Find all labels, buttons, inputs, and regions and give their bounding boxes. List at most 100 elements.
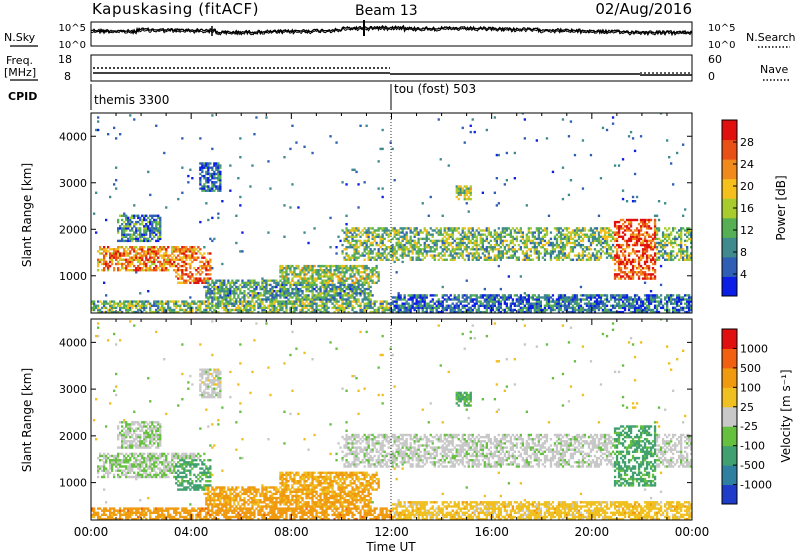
power-cell	[297, 267, 300, 270]
power-cell	[415, 241, 418, 245]
power-cell	[225, 304, 228, 307]
power-cell	[101, 269, 104, 272]
power-cell	[561, 166, 565, 169]
power-cell	[297, 279, 300, 282]
power-cell	[595, 250, 599, 253]
power-cell	[543, 235, 547, 238]
power-cell	[263, 292, 266, 295]
power-cell	[205, 292, 208, 295]
power-cell	[307, 271, 310, 274]
power-cell	[293, 283, 296, 287]
power-cell	[437, 306, 440, 310]
power-cell	[289, 296, 292, 299]
power-cell	[403, 252, 406, 255]
power-cell	[261, 302, 264, 305]
power-cell	[339, 283, 342, 287]
power-cell	[631, 298, 635, 301]
power-cell	[649, 260, 653, 264]
power-cell	[599, 302, 603, 305]
power-cell	[169, 310, 172, 313]
power-cell	[273, 308, 276, 312]
power-cell	[381, 128, 384, 132]
power-cell	[427, 250, 430, 253]
power-cell	[503, 248, 506, 251]
power-cell	[531, 298, 534, 301]
power-cell	[457, 304, 460, 307]
power-cell	[353, 256, 356, 259]
power-cell	[443, 246, 446, 249]
power-cell	[173, 304, 176, 307]
power-cell	[181, 166, 184, 169]
power-cell	[107, 262, 110, 266]
power-cell	[391, 300, 394, 303]
power-cell	[301, 302, 304, 305]
power-cell	[369, 298, 372, 301]
power-cell	[489, 298, 492, 301]
power-cell	[537, 304, 540, 307]
power-cell	[209, 162, 212, 165]
power-cell	[569, 246, 573, 249]
power-cell	[223, 304, 226, 307]
power-cell	[241, 279, 244, 282]
power-cell	[501, 256, 504, 259]
power-cell	[339, 306, 342, 310]
power-cell	[631, 302, 635, 305]
power-cell	[605, 304, 609, 307]
power-cell	[215, 292, 218, 295]
power-cell	[159, 269, 162, 272]
power-cell	[643, 306, 647, 310]
power-cell	[455, 248, 458, 251]
power-cell	[219, 174, 222, 178]
power-cell	[183, 281, 186, 284]
power-cell	[581, 294, 585, 297]
power-cell	[465, 193, 468, 197]
power-cell	[543, 252, 547, 255]
power-cell	[237, 177, 240, 180]
power-cell	[381, 306, 384, 310]
power-cell	[193, 277, 196, 280]
power-cell	[413, 302, 416, 305]
power-cell	[329, 287, 332, 291]
power-cell	[457, 246, 460, 249]
power-cell	[337, 279, 340, 282]
power-cell	[145, 218, 148, 222]
power-cell	[397, 304, 400, 307]
power-cell	[367, 239, 370, 243]
power-cell	[457, 306, 460, 310]
power-cell	[135, 227, 138, 230]
power-cell	[341, 252, 344, 255]
power-cell	[211, 279, 214, 282]
power-cell	[199, 137, 202, 140]
power-cell	[649, 258, 653, 261]
power-cell	[305, 304, 308, 307]
power-cell	[199, 177, 202, 180]
power-cell	[267, 310, 270, 313]
power-cell	[335, 306, 338, 310]
power-cell	[469, 231, 472, 234]
power-cell	[551, 308, 555, 312]
power-cell	[123, 227, 126, 230]
power-cell	[159, 248, 162, 251]
power-cell	[629, 302, 633, 305]
power-cell	[569, 179, 573, 182]
power-cell	[461, 237, 464, 241]
power-cell	[163, 310, 166, 313]
power-cell	[575, 258, 579, 261]
power-cell	[201, 267, 204, 270]
power-cell	[535, 229, 538, 232]
power-cell	[467, 189, 470, 192]
power-cell	[357, 256, 360, 259]
power-cell	[645, 258, 649, 261]
power-cell	[145, 262, 148, 266]
power-cell	[439, 233, 442, 236]
power-cell	[311, 151, 314, 155]
power-cell	[319, 264, 322, 268]
power-cell	[461, 250, 464, 253]
power-cell	[527, 296, 530, 299]
power-cell	[623, 267, 627, 270]
power-cell	[305, 264, 308, 268]
power-cell	[119, 310, 122, 313]
power-cell	[211, 300, 214, 303]
power-cell	[645, 260, 649, 264]
power-cell	[609, 239, 613, 243]
